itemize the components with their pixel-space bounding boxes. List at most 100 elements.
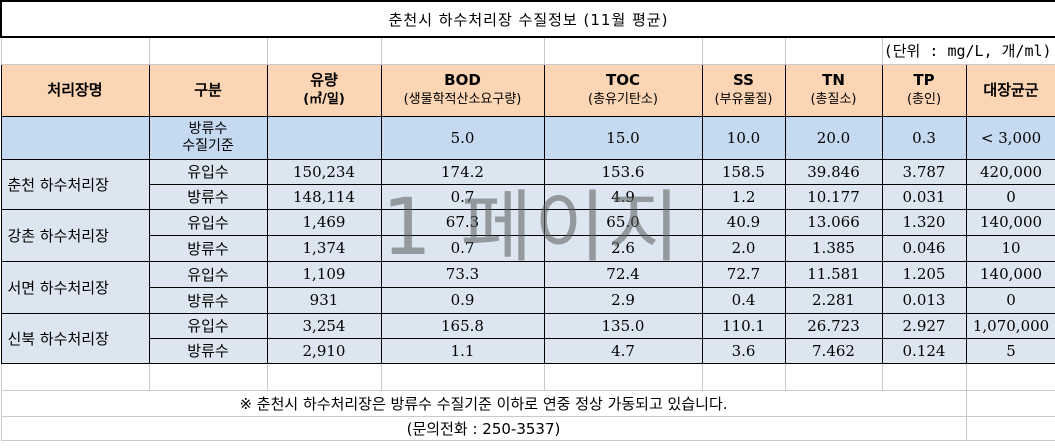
standard-toc: 15.0 [543,115,703,160]
cell-bod: 174.2 [380,158,545,185]
standard-empty-cell [0,115,150,160]
cell-toc: 4.7 [543,337,703,364]
cell-tn: 13.066 [784,208,883,236]
table-row: 방류수 1,374 0.7 2.6 2.0 1.385 0.046 10 [1,234,1055,262]
cell-bod: 73.3 [380,260,545,288]
plant-name: 강촌 하수처리장 [0,208,150,262]
cell-ss: 72.7 [701,260,786,288]
header-toc: TOC (총유기탄소) [543,63,703,117]
header-tn: TN (총질소) [784,63,883,117]
empty-cell [784,362,883,391]
header-ss-label: SS [733,71,754,89]
header-ss: SS (부유물질) [701,63,786,117]
cell-tp: 0.013 [881,286,967,314]
cell-flow: 1,469 [266,208,382,236]
footnote: ※ 춘천시 하수처리장은 방류수 수질기준 이하로 연중 정상 가동되고 있습니… [0,389,967,417]
cell-tn: 26.723 [784,312,883,339]
cell-toc: 153.6 [543,158,703,185]
empty-cell [965,415,1055,441]
cell-flow: 1,109 [266,260,382,288]
cell-flow: 148,114 [266,183,382,210]
header-tp-sub: (총인) [906,92,942,107]
header-ss-sub: (부유물질) [714,92,773,107]
table-row: 서면 하수처리장 유입수 1,109 73.3 72.4 72.7 11.581… [0,260,1055,314]
empty-cell [0,362,150,391]
row-kind: 방류수 [148,183,268,210]
cell-tp: 0.124 [881,337,967,364]
empty-cell [0,36,150,65]
table-row: 춘천 하수처리장 유입수 150,234 174.2 153.6 158.5 3… [0,158,1055,210]
cell-ss: 2.0 [701,234,786,262]
cell-toc: 72.4 [543,260,703,288]
cell-coliform: 10 [965,234,1055,262]
header-flow: 유량 (㎥/일) [266,63,382,117]
cell-flow: 2,910 [266,337,382,364]
standard-flow [266,115,382,160]
empty-cell [266,36,382,65]
row-kind: 유입수 [148,158,268,185]
cell-coliform: 420,000 [965,158,1055,185]
header-tp: TP (총인) [881,63,967,117]
sheet-title: 춘천시 하수처리장 수질정보 (11월 평균) [0,0,1055,38]
cell-toc: 2.9 [543,286,703,314]
empty-cell [701,362,786,391]
cell-bod: 0.7 [380,234,545,262]
cell-tn: 7.462 [784,337,883,364]
empty-cell [380,362,545,391]
cell-bod: 0.9 [380,286,545,314]
cell-tn: 2.281 [784,286,883,314]
standard-coliform: < 3,000 [965,115,1055,160]
header-toc-label: TOC [606,71,640,89]
header-kind: 구분 [148,63,268,117]
standard-label-line2: 수질기준 [182,137,234,154]
cell-ss: 1.2 [701,183,786,210]
cell-flow: 150,234 [266,158,382,185]
cell-tp: 2.927 [881,312,967,339]
header-flow-unit: (㎥/일) [303,92,345,107]
header-flow-label: 유량 [310,71,338,89]
empty-cell [881,362,967,391]
row-kind: 유입수 [148,260,268,288]
cell-toc: 4.9 [543,183,703,210]
header-tn-sub: (총질소) [810,92,857,107]
standard-bod: 5.0 [380,115,545,160]
cell-coliform: 1,070,000 [965,312,1055,339]
row-kind: 방류수 [148,337,268,364]
cell-tn: 10.177 [784,183,883,210]
header-tn-label: TN [822,71,845,89]
cell-ss: 110.1 [701,312,786,339]
cell-ss: 3.6 [701,337,786,364]
table-row: 방류수 2,910 1.1 4.7 3.6 7.462 0.124 5 [1,337,1055,364]
cell-bod: 67.3 [380,208,545,236]
row-kind: 유입수 [148,312,268,339]
standard-tn: 20.0 [784,115,883,160]
header-bod: BOD (생물학적산소요구량) [380,63,545,117]
table-row: 강촌 하수처리장 유입수 1,469 67.3 65.0 40.9 13.066… [0,208,1055,262]
empty-cell [701,36,786,65]
unit-label: (단위 : mg/L, 개/ml) [881,36,1055,65]
cell-ss: 158.5 [701,158,786,185]
cell-tn: 11.581 [784,260,883,288]
empty-cell [543,36,703,65]
empty-cell [148,362,268,391]
header-toc-sub: (총유기탄소) [588,92,658,107]
table-row: 방류수 148,114 0.7 4.9 1.2 10.177 0.031 0 [1,183,1055,210]
cell-coliform: 0 [965,286,1055,314]
cell-ss: 40.9 [701,208,786,236]
row-kind: 유입수 [148,208,268,236]
header-plant: 처리장명 [0,63,150,117]
cell-tp: 0.031 [881,183,967,210]
cell-tp: 0.046 [881,234,967,262]
cell-flow: 931 [266,286,382,314]
cell-coliform: 5 [965,337,1055,364]
empty-cell [380,36,545,65]
empty-cell [266,362,382,391]
row-kind: 방류수 [148,286,268,314]
table-row: 방류수 931 0.9 2.9 0.4 2.281 0.013 0 [1,286,1055,314]
standard-ss: 10.0 [701,115,786,160]
cell-coliform: 140,000 [965,208,1055,236]
cell-coliform: 0 [965,183,1055,210]
table-row: 신북 하수처리장 유입수 3,254 165.8 135.0 110.1 26.… [0,312,1055,364]
